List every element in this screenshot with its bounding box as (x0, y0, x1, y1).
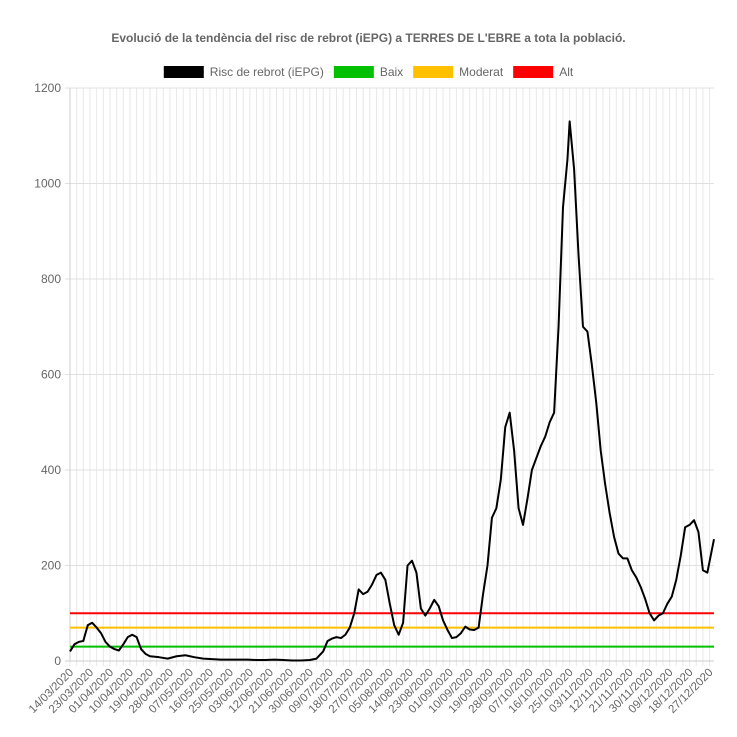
y-tick-label: 1200 (34, 81, 61, 95)
y-tick-label: 0 (54, 654, 61, 668)
series-lines (69, 120, 715, 662)
legend-swatch[interactable] (333, 66, 374, 78)
y-tick-label: 600 (41, 368, 61, 382)
y-tick-label: 200 (41, 559, 61, 573)
y-axis-ticks: 0 200 400 600 800 1000 1200 (34, 81, 61, 668)
legend-label: Baix (380, 65, 403, 79)
legend: Risc de rebrot (iEPG) Baix Moderat Alt (163, 65, 574, 79)
chart-title: Evolució de la tendència del risc de reb… (111, 31, 626, 45)
legend-swatch[interactable] (163, 66, 204, 78)
legend-swatch[interactable] (513, 66, 554, 78)
legend-label: Alt (559, 65, 574, 79)
grid (65, 87, 714, 666)
legend-label: Risc de rebrot (iEPG) (210, 65, 324, 79)
series-line-risc-de-rebrot-iepg (69, 120, 715, 662)
legend-label: Moderat (459, 65, 504, 79)
y-tick-label: 800 (41, 272, 61, 286)
x-axis-ticks: 14/03/202023/03/202001/04/202010/04/2020… (27, 667, 716, 716)
legend-swatch[interactable] (413, 66, 454, 78)
y-tick-label: 400 (41, 463, 61, 477)
y-tick-label: 1000 (34, 177, 61, 191)
